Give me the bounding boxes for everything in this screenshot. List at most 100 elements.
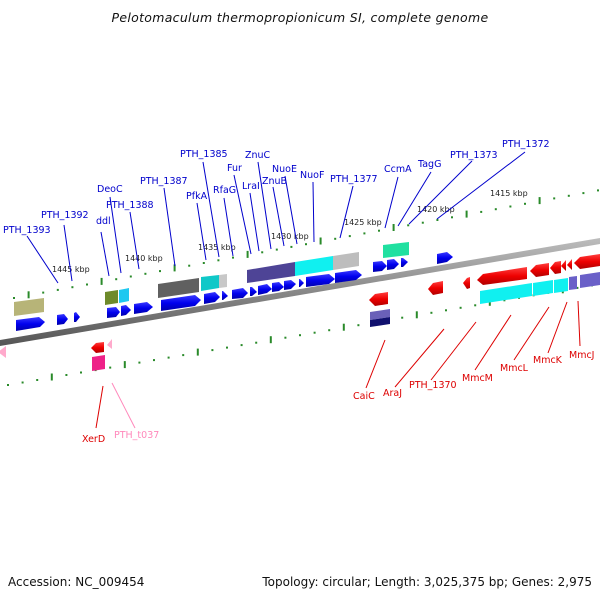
gene-label[interactable]: MmcK xyxy=(533,355,563,366)
gene-label[interactable]: PTH_1385 xyxy=(180,149,228,160)
gene-label[interactable]: TagG xyxy=(417,159,441,170)
gene-feature[interactable] xyxy=(299,279,304,287)
gene-feature[interactable] xyxy=(437,252,453,264)
gene-feature[interactable] xyxy=(567,259,572,270)
gene-feature[interactable] xyxy=(272,282,284,292)
gene-feature[interactable] xyxy=(74,312,80,322)
gene-feature[interactable] xyxy=(480,283,532,304)
major-tick xyxy=(538,197,541,205)
gene-label[interactable]: ZnuC xyxy=(245,150,271,161)
gene-feature[interactable] xyxy=(569,276,577,290)
gene-feature[interactable] xyxy=(121,305,131,316)
gene-label[interactable]: PTH_1372 xyxy=(502,139,550,150)
gene-label[interactable]: ddl xyxy=(96,216,111,227)
scale-label: 1415 kbp xyxy=(490,189,528,198)
gene-feature[interactable] xyxy=(57,314,68,325)
gene-feature[interactable] xyxy=(306,274,335,287)
gene-feature[interactable] xyxy=(428,281,443,295)
gene-label[interactable]: CcmA xyxy=(384,164,412,175)
forward-gene-labels: PTH_1393 PTH_1392 ddl DeoC PTH_1388 PTH_… xyxy=(3,139,550,236)
gene-label[interactable]: DeoC xyxy=(97,184,123,195)
gene-label[interactable]: MmcJ xyxy=(569,350,594,361)
minor-tick xyxy=(144,272,147,275)
minor-tick xyxy=(36,379,39,381)
gene-feature[interactable] xyxy=(0,346,6,358)
gene-feature[interactable] xyxy=(284,280,296,290)
gene-feature[interactable] xyxy=(533,280,553,296)
genome-backbone xyxy=(0,238,600,346)
gene-feature[interactable] xyxy=(105,290,118,305)
gene-label[interactable]: PfkA xyxy=(186,191,208,202)
gene-label[interactable]: NuoF xyxy=(300,170,324,181)
gene-feature[interactable] xyxy=(401,258,408,267)
gene-label[interactable]: Fur xyxy=(227,163,242,174)
gene-feature[interactable] xyxy=(204,292,220,304)
gene-feature[interactable] xyxy=(92,355,105,371)
gene-feature[interactable] xyxy=(219,274,227,288)
gene-feature[interactable] xyxy=(387,259,399,270)
scale-label: 1440 kbp xyxy=(125,254,163,263)
gene-feature[interactable] xyxy=(107,307,120,318)
gene-feature[interactable] xyxy=(232,288,248,299)
gene-feature[interactable] xyxy=(201,275,219,291)
gene-feature[interactable] xyxy=(161,295,201,311)
gene-label[interactable]: AraJ xyxy=(383,388,402,399)
gene-feature[interactable] xyxy=(333,252,359,270)
gene-feature[interactable] xyxy=(554,278,568,293)
gene-feature[interactable] xyxy=(158,278,199,298)
gene-feature[interactable] xyxy=(550,261,561,274)
gene-feature[interactable] xyxy=(134,302,153,314)
gene-feature[interactable] xyxy=(574,254,600,269)
gene-label[interactable]: PTH_1388 xyxy=(106,200,154,211)
minor-tick xyxy=(378,229,380,232)
gene-label[interactable]: PTH_1392 xyxy=(41,210,89,221)
gene-label[interactable]: MmcM xyxy=(462,373,493,384)
gene-feature[interactable] xyxy=(561,260,566,271)
gene-label[interactable]: PTH_1377 xyxy=(330,174,378,185)
gene-feature[interactable] xyxy=(16,317,45,331)
gene-label[interactable]: RfaG xyxy=(213,185,236,196)
minor-tick xyxy=(305,243,307,246)
minor-tick xyxy=(328,329,331,332)
gene-label[interactable]: PTH_1387 xyxy=(140,176,188,187)
gene-feature[interactable] xyxy=(580,272,600,288)
reverse-features-inner xyxy=(0,254,600,358)
minor-tick xyxy=(65,374,68,376)
gene-feature[interactable] xyxy=(250,287,257,296)
scale-label: 1430 kbp xyxy=(271,232,309,241)
gene-feature[interactable] xyxy=(119,288,129,303)
gene-feature[interactable] xyxy=(370,317,390,327)
gene-feature[interactable] xyxy=(383,242,409,258)
gene-label[interactable]: MmcL xyxy=(500,363,529,374)
minor-tick xyxy=(115,278,118,281)
gene-feature[interactable] xyxy=(530,263,549,277)
minor-tick xyxy=(459,306,462,309)
forward-features-inner xyxy=(16,252,453,331)
gene-feature[interactable] xyxy=(369,292,388,306)
gene-feature[interactable] xyxy=(477,267,527,285)
gene-label[interactable]: PTH_1373 xyxy=(450,150,498,161)
gene-label[interactable]: LraI xyxy=(242,181,260,192)
gene-label[interactable]: ZnuB xyxy=(262,176,287,187)
gene-feature[interactable] xyxy=(247,262,295,283)
gene-label[interactable]: PTH_t037 xyxy=(114,430,159,441)
gene-label[interactable]: XerD xyxy=(82,434,105,445)
major-tick xyxy=(173,264,176,272)
scale-label: 1420 kbp xyxy=(417,205,455,214)
gene-feature[interactable] xyxy=(373,261,387,272)
gene-feature[interactable] xyxy=(222,291,228,300)
gene-label[interactable]: CaiC xyxy=(353,391,375,402)
gene-feature[interactable] xyxy=(91,342,104,353)
gene-feature[interactable] xyxy=(107,339,112,349)
gene-feature[interactable] xyxy=(335,270,362,283)
gene-label[interactable]: NuoE xyxy=(272,164,297,175)
gene-feature[interactable] xyxy=(258,284,272,295)
gene-feature[interactable] xyxy=(370,309,390,320)
gene-label[interactable]: PTH_1370 xyxy=(409,380,457,391)
gene-feature[interactable] xyxy=(463,277,470,289)
minor-tick xyxy=(524,202,526,205)
gene-label[interactable]: PTH_1393 xyxy=(3,225,51,236)
gene-feature[interactable] xyxy=(295,256,333,276)
gene-feature[interactable] xyxy=(14,298,44,316)
minor-tick xyxy=(430,311,433,314)
